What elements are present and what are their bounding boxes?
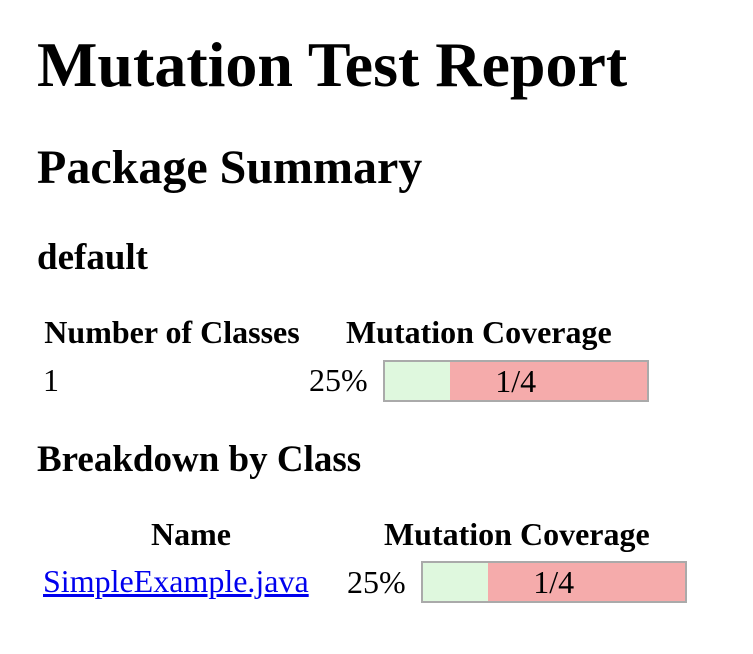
class-coverage-cell: 25% 1/4 [345, 559, 689, 606]
column-header-name: Name [151, 515, 231, 552]
page-title: Mutation Test Report [37, 29, 628, 100]
package-name-heading: default [37, 237, 148, 278]
class-file-link[interactable]: SimpleExample.java [43, 563, 309, 600]
class-name-cell: SimpleExample.java [41, 559, 341, 606]
breakdown-heading: Breakdown by Class [37, 438, 362, 480]
column-header-mutation-coverage: Mutation Coverage [383, 515, 650, 552]
class-breakdown-table: Name Mutation Coverage SimpleExample.jav… [37, 510, 693, 610]
package-summary-heading: Package Summary [37, 141, 423, 194]
mutation-coverage-bar: 1/4 [382, 359, 649, 402]
package-table-header-row: Number of Classes Mutation Coverage [41, 312, 651, 353]
class-table-header-row: Name Mutation Coverage [41, 514, 689, 555]
package-table-row: 1 25% 1/4 [41, 357, 651, 404]
coverage-percentage: 25% [309, 362, 368, 399]
coverage-bar-legend: 1/4 [533, 564, 575, 601]
number-of-classes-value: 1 [43, 361, 59, 398]
package-summary-table: Number of Classes Mutation Coverage 1 25… [37, 308, 655, 408]
coverage-bar-covered-segment [384, 361, 451, 400]
mutation-coverage-bar: 1/4 [420, 561, 687, 604]
coverage-bar-covered-segment [422, 563, 489, 602]
class-table-row: SimpleExample.java 25% 1/4 [41, 559, 689, 606]
package-coverage-cell: 25% 1/4 [307, 357, 651, 404]
column-header-number-of-classes: Number of Classes [44, 314, 300, 350]
coverage-percentage: 25% [347, 563, 406, 600]
column-header-mutation-coverage: Mutation Coverage [345, 314, 612, 350]
coverage-bar-legend: 1/4 [495, 362, 537, 399]
